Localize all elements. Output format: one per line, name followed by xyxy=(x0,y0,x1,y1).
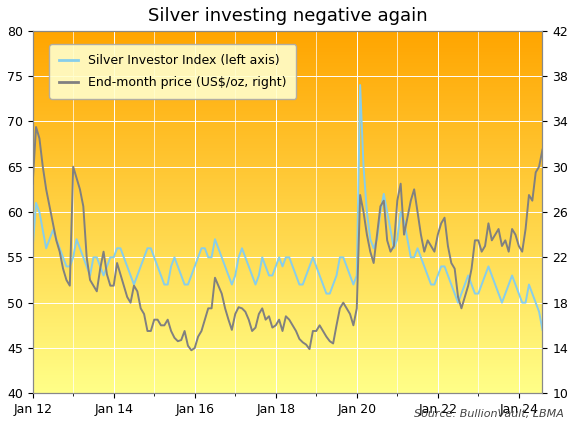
Title: Silver investing negative again: Silver investing negative again xyxy=(148,7,427,25)
Text: Source: BullionVault, LBMA: Source: BullionVault, LBMA xyxy=(413,409,564,419)
Legend: Silver Investor Index (left axis), End-month price (US$/oz, right): Silver Investor Index (left axis), End-m… xyxy=(49,44,296,99)
